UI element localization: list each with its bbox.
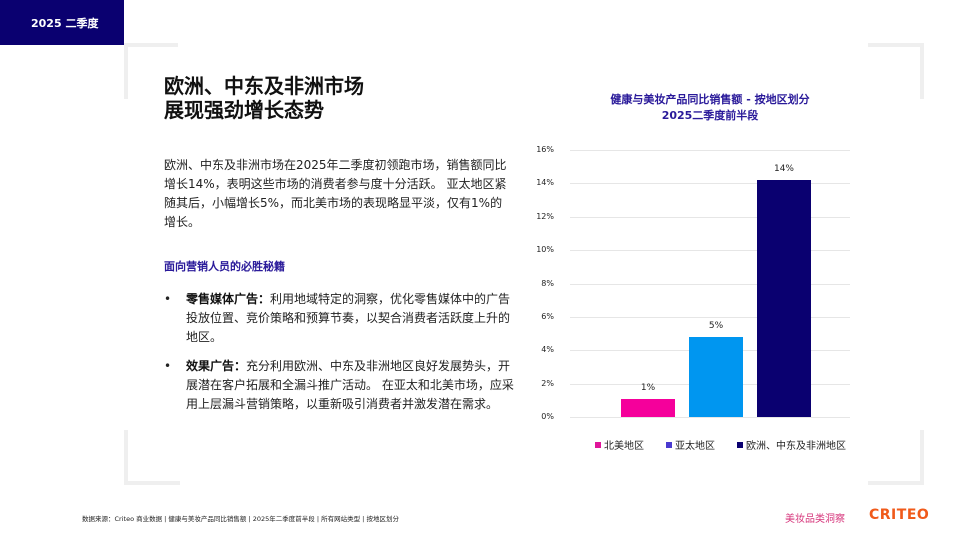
data-source-note: 数据来源：Criteo 商业数据 | 健康与美妆产品同比销售额 | 2025年二… [82, 515, 399, 523]
tips-heading: 面向营销人员的必胜秘籍 [164, 260, 285, 273]
tip-text: 充分利用欧洲、中东及非洲地区良好发展势头，开展潜在客户拓展和全漏斗推广活动。 在… [186, 359, 514, 411]
y-axis-tick-label: 14% [536, 178, 554, 188]
y-axis-tick-label: 8% [541, 278, 554, 288]
tip-label: 效果广告： [186, 359, 247, 373]
tip-label: 零售媒体广告： [186, 292, 271, 306]
tips-list: • 零售媒体广告：利用地域特定的洞察，优化零售媒体中的广告投放位置、竞价策略和预… [164, 290, 514, 424]
bar-data-label: 14% [773, 164, 794, 175]
gridline [570, 417, 850, 418]
y-axis-tick-label: 2% [541, 378, 554, 388]
legend-label: 北美地区 [604, 441, 644, 452]
legend-item-north-america: 北美地区 [595, 437, 644, 452]
quarter-tab-label: 2025 二季度 [31, 16, 99, 30]
y-axis-tick-label: 4% [541, 345, 554, 355]
gridline [570, 183, 850, 185]
y-axis-tick-label: 12% [536, 211, 554, 221]
legend-swatch-icon [737, 441, 743, 448]
gridline [570, 150, 850, 151]
frame-corner-top-left [124, 43, 178, 99]
gridline [570, 250, 850, 252]
bar-2 [757, 180, 811, 417]
page-title-line-2: 展现强劲增长态势 [164, 98, 324, 122]
tip-item-performance: • 效果广告：充分利用欧洲、中东及非洲地区良好发展势头，开展潜在客户拓展和全漏斗… [164, 357, 514, 414]
legend-item-apac: 亚太地区 [666, 437, 715, 452]
y-axis-tick-label: 6% [541, 311, 554, 321]
summary-paragraph: 欧洲、中东及非洲市场在2025年二季度初领跑市场，销售额同比增长14%，表明这些… [164, 158, 507, 229]
bar-1 [689, 336, 743, 417]
quarter-tab: 2025 二季度 [0, 0, 124, 45]
gridline [570, 216, 850, 218]
tip-text: 利用地域特定的洞察，优化零售媒体中的广告投放位置、竞价策略和预算节奏，以契合消费… [186, 292, 511, 344]
frame-corner-bottom-left [124, 430, 180, 485]
tip-item-retail-media: • 零售媒体广告：利用地域特定的洞察，优化零售媒体中的广告投放位置、竞价策略和预… [164, 290, 514, 347]
y-axis-tick-label: 10% [536, 245, 554, 255]
criteo-logo: CRITEO [869, 507, 930, 523]
y-axis-tick-label: 0% [541, 412, 554, 421]
page-title-line-1: 欧洲、中东及非洲市场 [164, 74, 364, 98]
gridline [570, 283, 850, 285]
page-title: 欧洲、中东及非洲市场 展现强劲增长态势 [164, 74, 494, 122]
frame-corner-bottom-right [868, 430, 924, 485]
chart-legend: 北美地区 亚太地区 欧洲、中东及非洲地区 [595, 437, 846, 452]
bar-0 [621, 398, 675, 417]
bar-data-label: 1% [640, 382, 656, 393]
beauty-insights-brand: 美妆品类洞察 [785, 514, 845, 525]
legend-label: 欧洲、中东及非洲地区 [746, 441, 846, 452]
chart-subtitle: 2025二季度前半段 [661, 109, 759, 122]
chart-title: 健康与美妆产品同比销售额 - 按地区划分 2025二季度前半段 [560, 92, 860, 124]
legend-label: 亚太地区 [675, 441, 715, 452]
frame-corner-top-right [868, 43, 924, 99]
gridline [570, 316, 850, 318]
chart-title-main: 健康与美妆产品同比销售额 - 按地区划分 [610, 93, 810, 106]
bullet-icon: • [164, 292, 172, 306]
legend-swatch-icon [666, 441, 672, 448]
legend-item-emea: 欧洲、中东及非洲地区 [737, 437, 846, 452]
legend-swatch-icon [595, 441, 601, 448]
bar-chart: 0% 2% 4% 6% 8% 10% 12% 14% 16% 1% 5% 14% [530, 140, 860, 440]
y-axis-tick-label: 16% [536, 145, 554, 154]
bar-data-label: 5% [708, 320, 724, 331]
bullet-icon: • [164, 359, 172, 373]
